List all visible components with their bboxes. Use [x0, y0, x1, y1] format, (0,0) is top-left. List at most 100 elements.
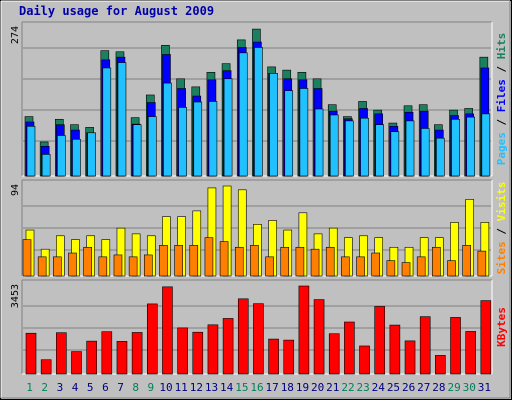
day-label-24: 24 — [372, 381, 386, 394]
bar-pages-day-18 — [284, 90, 294, 177]
legend-kbytes: KBytes — [495, 307, 508, 347]
bar-kbytes-day-11 — [177, 327, 188, 375]
bar-kbytes-day-18 — [283, 339, 295, 375]
bar-kbytes-day-21 — [328, 333, 340, 375]
day-label-7: 7 — [117, 381, 124, 394]
day-label-9: 9 — [148, 381, 155, 394]
bar-sites-day-8 — [128, 256, 138, 277]
day-label-31: 31 — [478, 381, 491, 394]
bar-kbytes-day-5 — [86, 340, 97, 375]
bar-sites-day-24 — [371, 252, 381, 277]
bar-pages-day-26 — [405, 120, 415, 177]
bar-kbytes-day-7 — [116, 341, 128, 375]
chart-title: Daily usage for August 2009 — [19, 4, 214, 18]
bar-kbytes-day-16 — [253, 303, 264, 375]
bar-sites-day-25 — [386, 260, 396, 277]
bar-sites-day-9 — [143, 254, 153, 277]
day-label-30: 30 — [463, 381, 476, 394]
bar-sites-day-28 — [432, 246, 441, 277]
bar-pages-day-8 — [132, 124, 142, 177]
day-label-29: 29 — [447, 381, 460, 394]
bar-kbytes-day-10 — [162, 286, 173, 375]
y-max-label: 94 — [10, 184, 21, 196]
bar-kbytes-day-27 — [419, 316, 431, 375]
legend-entry: Visits — [495, 182, 508, 222]
bar-kbytes-day-1 — [25, 332, 37, 375]
bar-kbytes-day-13 — [207, 324, 219, 375]
bar-sites-day-3 — [53, 256, 62, 277]
bar-sites-day-10 — [159, 245, 168, 277]
bar-sites-day-6 — [98, 256, 108, 277]
bar-kbytes-day-29 — [450, 317, 461, 375]
legend-entry: Pages — [495, 132, 508, 165]
bar-sites-day-11 — [174, 245, 183, 277]
bar-sites-day-18 — [280, 246, 290, 277]
bar-pages-day-6 — [102, 67, 112, 177]
panel-hits-files-pages: 274 Pages / Files / Hits — [10, 21, 508, 177]
bar-sites-day-5 — [83, 246, 92, 277]
day-label-18: 18 — [281, 381, 294, 394]
day-label-8: 8 — [132, 381, 139, 394]
day-label-22: 22 — [341, 381, 354, 394]
bar-sites-day-20 — [310, 248, 320, 277]
bar-sites-day-21 — [325, 246, 335, 277]
bar-pages-day-7 — [117, 62, 127, 177]
x-axis-day-labels: 1 2 3 4 5 6 7 8 9 10 11 12 13 14 15 16 17 18 19 20 21 22 23 24 2… — [26, 381, 491, 394]
bar-sites-day-14 — [219, 241, 229, 277]
bar-sites-day-19 — [295, 246, 305, 277]
bar-pages-day-3 — [57, 135, 66, 177]
legend-entry: Files — [495, 79, 508, 112]
bar-kbytes-day-30 — [465, 331, 476, 375]
bar-kbytes-day-4 — [71, 351, 82, 375]
day-label-28: 28 — [432, 381, 445, 394]
day-label-4: 4 — [72, 381, 79, 394]
bar-pages-day-28 — [436, 137, 445, 177]
day-label-17: 17 — [266, 381, 279, 394]
bar-sites-day-1 — [22, 239, 32, 277]
bar-pages-day-22 — [345, 120, 354, 177]
bar-pages-day-9 — [147, 116, 157, 177]
day-label-3: 3 — [57, 381, 64, 394]
bar-pages-day-30 — [466, 116, 475, 177]
legend-entry: Hits — [495, 33, 508, 60]
bar-sites-day-26 — [401, 262, 411, 277]
day-label-25: 25 — [387, 381, 400, 394]
bar-pages-day-21 — [329, 114, 339, 177]
day-label-6: 6 — [102, 381, 109, 394]
bar-sites-day-7 — [113, 254, 123, 277]
bar-pages-day-10 — [163, 82, 172, 177]
bar-sites-day-27 — [416, 256, 426, 277]
bar-pages-day-1 — [26, 126, 36, 177]
day-label-21: 21 — [326, 381, 339, 394]
bar-sites-day-13 — [204, 237, 214, 277]
bar-pages-day-23 — [360, 117, 369, 177]
day-label-5: 5 — [87, 381, 94, 394]
bar-pages-day-12 — [193, 101, 203, 177]
bar-pages-day-31 — [481, 113, 491, 177]
bar-sites-day-12 — [189, 245, 199, 277]
bar-pages-day-5 — [87, 132, 96, 177]
bar-pages-day-16 — [254, 47, 263, 177]
day-label-14: 14 — [220, 381, 234, 394]
day-label-10: 10 — [159, 381, 172, 394]
day-label-12: 12 — [190, 381, 203, 394]
bar-sites-day-4 — [68, 252, 77, 277]
bar-kbytes-day-2 — [40, 359, 52, 375]
bar-kbytes-day-19 — [298, 285, 310, 375]
bar-sites-day-22 — [341, 256, 350, 277]
day-label-15: 15 — [235, 381, 248, 394]
y-max-label: 274 — [10, 26, 21, 44]
legend-entry: Sites — [495, 241, 508, 274]
bar-kbytes-day-6 — [101, 331, 113, 375]
bar-kbytes-day-15 — [237, 298, 249, 375]
bar-pages-day-11 — [178, 107, 187, 177]
bar-kbytes-day-25 — [389, 324, 401, 375]
bar-pages-day-27 — [420, 128, 430, 177]
bar-pages-day-2 — [41, 154, 51, 177]
bar-kbytes-day-31 — [480, 300, 492, 375]
bar-pages-day-13 — [208, 101, 218, 177]
legend-entry: KBytes — [495, 307, 508, 347]
day-label-16: 16 — [250, 381, 263, 394]
day-label-11: 11 — [175, 381, 188, 394]
